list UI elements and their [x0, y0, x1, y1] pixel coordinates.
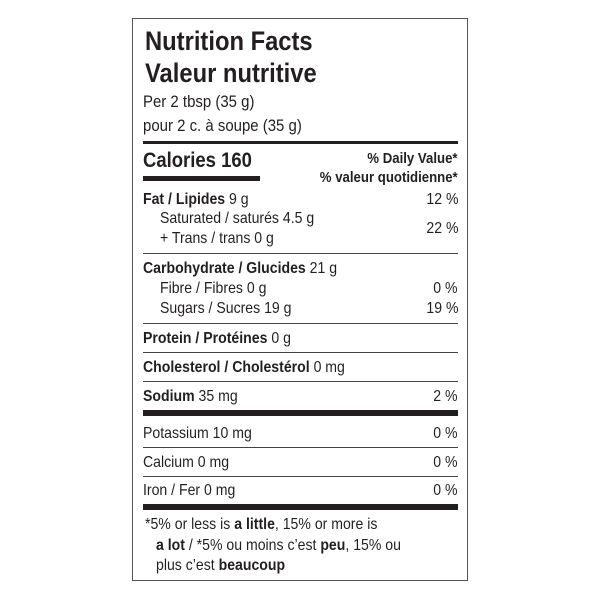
sugars-dv: 19 % [425, 300, 458, 317]
carbohydrate-row: Carbohydrate / Glucides 21 g [143, 260, 338, 277]
divider-thick [143, 410, 458, 416]
title-fr: Valeur nutritive [145, 58, 317, 88]
saturated-row: Saturated / saturés 4.5 g [160, 210, 315, 227]
fat-dv: 12 % [425, 191, 458, 208]
divider [143, 447, 458, 448]
calories-label: Calories [143, 149, 216, 172]
footnote-line-2: a lot / *5% ou moins c’est peu, 15% ou [156, 537, 401, 554]
serving-size-en: Per 2 tbsp (35 g) [143, 92, 255, 111]
daily-value-en: % Daily Value* [367, 150, 458, 167]
fat-row: Fat / Lipides 9 g [143, 191, 249, 208]
title-en: Nutrition Facts [145, 26, 313, 56]
sugars-row: Sugars / Sucres 19 g [160, 300, 292, 317]
sodium-row: Sodium 35 mg [143, 388, 238, 405]
calories-value: 160 [221, 149, 252, 172]
sodium-dv: 2 % [433, 388, 458, 405]
divider-thick [143, 141, 458, 144]
divider [143, 352, 458, 353]
divider-thick [143, 504, 458, 510]
sat-trans-dv: 22 % [425, 220, 458, 237]
calories-bar [143, 176, 260, 181]
serving-size-fr: pour 2 c. à soupe (35 g) [143, 116, 302, 135]
iron-dv: 0 % [433, 482, 458, 499]
calcium-row: Calcium 0 mg [143, 454, 230, 471]
divider [143, 381, 458, 382]
footnote-line-1: *5% or less is a little, 15% or more is [145, 516, 378, 533]
potassium-dv: 0 % [433, 425, 458, 442]
calcium-dv: 0 % [433, 454, 458, 471]
calories: Calories 160 [143, 150, 252, 171]
cholesterol-row: Cholesterol / Cholestérol 0 mg [143, 359, 345, 376]
nutrition-facts-panel [132, 18, 468, 581]
potassium-row: Potassium 10 mg [143, 425, 252, 442]
daily-value-fr: % valeur quotidienne* [320, 169, 458, 186]
protein-row: Protein / Protéines 0 g [143, 330, 291, 347]
divider [143, 323, 458, 324]
fibre-row: Fibre / Fibres 0 g [160, 280, 267, 297]
iron-row: Iron / Fer 0 mg [143, 482, 236, 499]
fibre-dv: 0 % [433, 280, 458, 297]
divider [143, 253, 458, 254]
divider [143, 476, 458, 477]
trans-row: + Trans / trans 0 g [160, 230, 274, 247]
footnote-line-3: plus c’est beaucoup [156, 557, 286, 574]
